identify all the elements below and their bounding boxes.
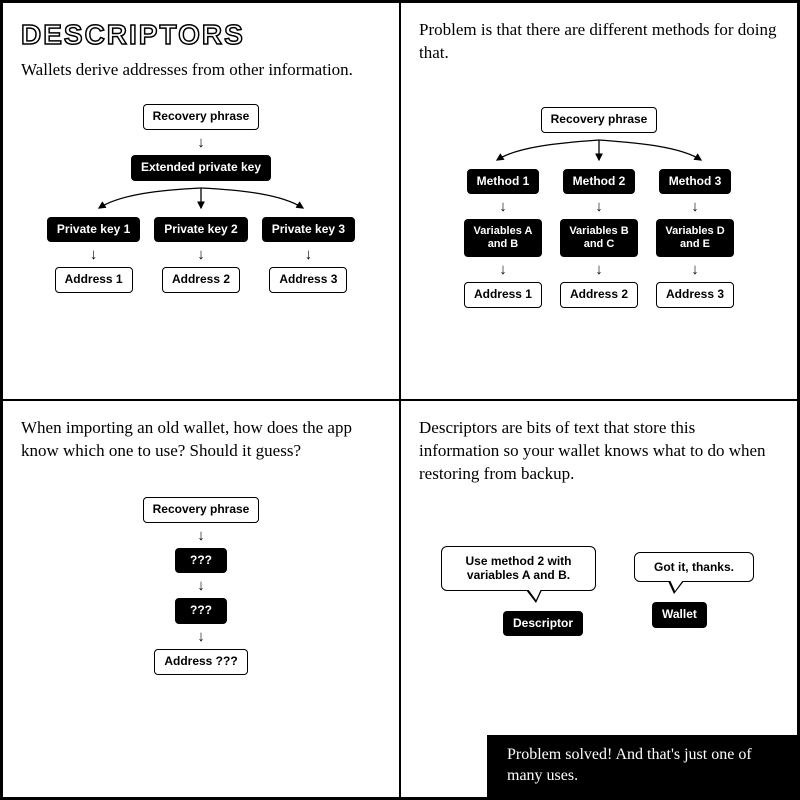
node-vars-2: Variables B and C xyxy=(560,219,638,256)
arrow-down-icon: ↓ xyxy=(197,578,205,593)
node-unknown-2: ??? xyxy=(175,598,227,624)
node-privkey-3: Private key 3 xyxy=(262,217,355,243)
footer-note: Problem solved! And that's just one of m… xyxy=(487,735,797,797)
caption-br: Descriptors are bits of text that store … xyxy=(419,417,779,486)
panel-top-right: Problem is that there are different meth… xyxy=(400,2,798,400)
key-row: Private key 1 ↓ Address 1 Private key 2 … xyxy=(47,217,355,294)
title: DESCRIPTORS xyxy=(21,19,381,51)
node-method-1: Method 1 xyxy=(467,169,540,195)
panel-bottom-left: When importing an old wallet, how does t… xyxy=(2,400,400,798)
arrow-down-icon: ↓ xyxy=(305,247,313,262)
speaker-wallet: Wallet xyxy=(652,602,707,628)
node-recovery-phrase: Recovery phrase xyxy=(143,497,260,523)
arrow-down-icon: ↓ xyxy=(197,135,205,150)
arrow-down-icon: ↓ xyxy=(499,199,507,214)
diagram-tl: Recovery phrase ↓ Extended private key P… xyxy=(21,104,381,293)
node-recovery-phrase: Recovery phrase xyxy=(541,107,658,133)
diagram-bl: Recovery phrase ↓ ??? ↓ ??? ↓ Address ??… xyxy=(21,497,381,675)
arrow-down-icon: ↓ xyxy=(197,247,205,262)
arrow-down-icon: ↓ xyxy=(595,199,603,214)
node-address-3: Address 3 xyxy=(269,267,347,293)
node-privkey-2: Private key 2 xyxy=(154,217,247,243)
branches-row: Method 1 ↓ Variables A and B ↓ Address 1… xyxy=(464,169,734,308)
arrow-down-icon: ↓ xyxy=(595,262,603,277)
node-vars-1: Variables A and B xyxy=(464,219,542,256)
arrow-down-icon: ↓ xyxy=(691,262,699,277)
split-arrows-icon xyxy=(51,186,351,212)
panel-bottom-right: Descriptors are bits of text that store … xyxy=(400,400,798,798)
arrow-down-icon: ↓ xyxy=(90,247,98,262)
caption-bl: When importing an old wallet, how does t… xyxy=(21,417,381,463)
node-address-1: Address 1 xyxy=(55,267,133,293)
node-address-unknown: Address ??? xyxy=(154,649,247,675)
arrow-down-icon: ↓ xyxy=(197,629,205,644)
node-method-2: Method 2 xyxy=(563,169,636,195)
node-privkey-1: Private key 1 xyxy=(47,217,140,243)
diagram-tr: Recovery phrase Method 1 ↓ Variables A a… xyxy=(419,107,779,308)
node-vars-3: Variables D and E xyxy=(656,219,734,256)
arrow-down-icon: ↓ xyxy=(197,528,205,543)
node-address-2: Address 2 xyxy=(162,267,240,293)
arrow-down-icon: ↓ xyxy=(691,199,699,214)
speaker-descriptor: Descriptor xyxy=(503,611,583,637)
arrow-down-icon: ↓ xyxy=(499,262,507,277)
split-arrows-icon xyxy=(449,138,749,164)
node-address-2: Address 2 xyxy=(560,282,638,308)
comic-grid: DESCRIPTORS Wallets derive addresses fro… xyxy=(0,0,800,800)
caption-tl: Wallets derive addresses from other info… xyxy=(21,59,381,82)
node-recovery-phrase: Recovery phrase xyxy=(143,104,260,130)
node-unknown-1: ??? xyxy=(175,548,227,574)
panel-top-left: DESCRIPTORS Wallets derive addresses fro… xyxy=(2,2,400,400)
node-extended-key: Extended private key xyxy=(131,155,271,181)
caption-tr: Problem is that there are different meth… xyxy=(419,19,779,65)
node-method-3: Method 3 xyxy=(659,169,732,195)
node-address-1: Address 1 xyxy=(464,282,542,308)
speech-descriptor: Use method 2 with variables A and B. xyxy=(441,546,596,591)
node-address-3: Address 3 xyxy=(656,282,734,308)
speech-wallet: Got it, thanks. xyxy=(634,552,754,582)
dialogue: Use method 2 with variables A and B. Des… xyxy=(419,546,779,696)
